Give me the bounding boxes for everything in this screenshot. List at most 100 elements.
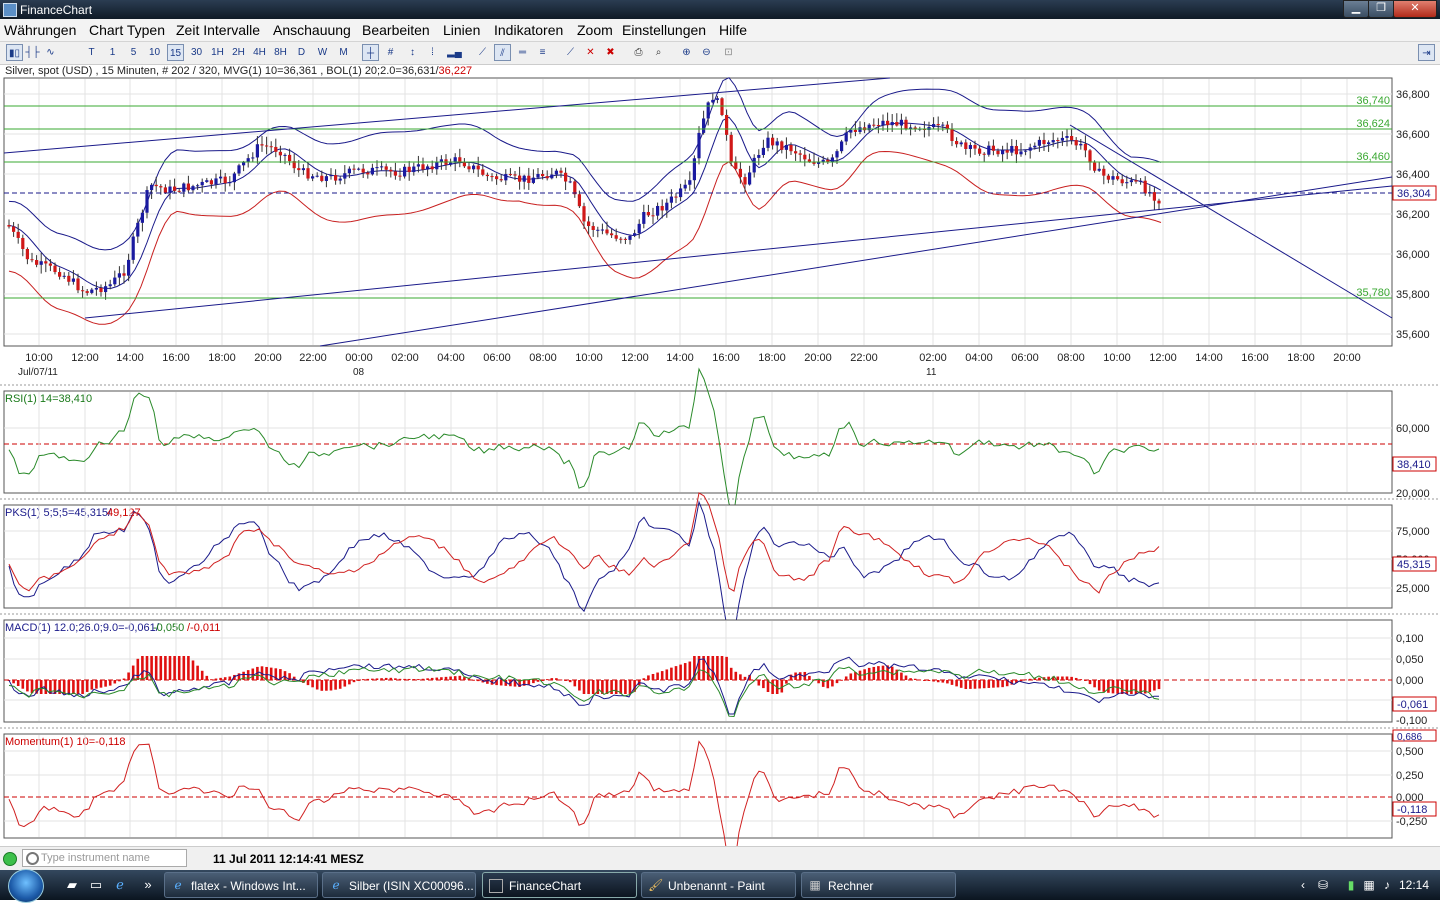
main-chart-frame[interactable] bbox=[3, 77, 1393, 347]
menu-zeit-intervalle[interactable]: Zeit Intervalle bbox=[176, 22, 261, 38]
indicator-values-icon[interactable]: ⁞ bbox=[431, 47, 434, 58]
candle-body bbox=[605, 229, 609, 234]
cursor-value-icon[interactable]: ↕ bbox=[410, 47, 415, 58]
interval-10-button[interactable]: 10 bbox=[148, 47, 161, 58]
interval-t-button[interactable]: T bbox=[88, 47, 95, 58]
interval-2h-button[interactable]: 2H bbox=[232, 47, 245, 58]
x-tick-label: 12:00 bbox=[621, 352, 649, 364]
trendline-lower-channel[interactable] bbox=[84, 185, 1393, 319]
menu-zoom[interactable]: Zoom bbox=[577, 22, 613, 38]
start-button[interactable] bbox=[8, 869, 44, 903]
zoom-reset-icon[interactable]: ⊡ bbox=[724, 47, 733, 58]
browser-icon[interactable]: ℯ bbox=[116, 877, 124, 892]
level-label-36460: 36,460 bbox=[1356, 151, 1390, 163]
task-paint[interactable]: 🖌 Unbenannt - Paint bbox=[641, 872, 796, 898]
volume-icon[interactable]: ♪ bbox=[1384, 878, 1390, 892]
macd-histogram-bar bbox=[757, 680, 761, 686]
macd-histogram-bar bbox=[628, 680, 632, 694]
menu-einstellungen[interactable]: Einstellungen bbox=[622, 22, 707, 38]
delete-icon[interactable]: ✕ bbox=[586, 47, 595, 58]
candle-body bbox=[16, 231, 20, 238]
macd-histogram-bar bbox=[1038, 677, 1041, 680]
macd-histogram-bar bbox=[85, 680, 89, 692]
candle-body bbox=[959, 142, 963, 145]
tray-expand-icon[interactable]: ‹ bbox=[1301, 878, 1305, 892]
desktop-icon[interactable]: ▭ bbox=[89, 877, 103, 892]
interval-8h-button[interactable]: 8H bbox=[274, 47, 287, 58]
candle-body bbox=[131, 236, 135, 260]
task-rechner[interactable]: ▦ Rechner bbox=[801, 872, 956, 898]
task-silber[interactable]: ℯ Silber (ISIN XC00096... bbox=[322, 872, 476, 898]
horizontal-line-icon[interactable]: ═ bbox=[518, 47, 527, 58]
task-flatex[interactable]: ℯ flatex - Windows Int... bbox=[164, 872, 318, 898]
trendline-icon[interactable]: ⟋ bbox=[479, 47, 486, 58]
macd-histogram-bar bbox=[743, 676, 747, 680]
panel-toggle-icon[interactable]: ⇥ bbox=[1418, 44, 1435, 61]
interval-15-button[interactable]: 15 bbox=[167, 44, 184, 61]
menu-hilfe[interactable]: Hilfe bbox=[719, 22, 748, 38]
rsi-panel-frame[interactable] bbox=[3, 390, 1393, 494]
candle-body bbox=[329, 175, 333, 177]
crosshair-icon[interactable]: ┼ bbox=[362, 44, 379, 61]
menu-bearbeiten[interactable]: Bearbeiten bbox=[362, 22, 430, 38]
delete-all-icon[interactable]: ✖ bbox=[606, 47, 615, 58]
zoom-in-icon[interactable]: ⊕ bbox=[682, 47, 691, 58]
close-button[interactable]: ✕ bbox=[1393, 0, 1437, 18]
macd-histogram-bar bbox=[610, 680, 613, 694]
instrument-search-input[interactable]: Type instrument name bbox=[22, 849, 187, 867]
macd-histogram-bar bbox=[578, 680, 581, 691]
line-chart-icon[interactable]: ∿ bbox=[46, 47, 55, 58]
x-tick-label: 06:00 bbox=[483, 352, 511, 364]
candle-body bbox=[1028, 147, 1032, 151]
pks-panel-frame[interactable] bbox=[3, 504, 1393, 609]
interval-1h-button[interactable]: 1H bbox=[211, 47, 224, 58]
network-icon[interactable]: ▦ bbox=[1363, 878, 1375, 892]
more-quicklaunch-icon[interactable]: » bbox=[144, 877, 152, 892]
delete-line-icon[interactable]: ⟋ bbox=[567, 47, 574, 58]
taskbar-clock[interactable]: 12:14 bbox=[1399, 878, 1430, 892]
pks-tick-75000: 75,000 bbox=[1396, 526, 1430, 538]
candle-body bbox=[177, 190, 181, 192]
task-financechart[interactable]: FinanceChart bbox=[482, 872, 637, 898]
interval-5-button[interactable]: 5 bbox=[130, 47, 137, 58]
volume-icon[interactable]: ▂▄ bbox=[447, 47, 462, 58]
battery-icon[interactable]: ▮ bbox=[1347, 878, 1355, 892]
interval-4h-button[interactable]: 4H bbox=[253, 47, 266, 58]
menu-chart-typen[interactable]: Chart Typen bbox=[89, 22, 166, 38]
candle-body bbox=[94, 287, 98, 290]
grid-icon[interactable]: # bbox=[387, 47, 394, 58]
candle-body bbox=[209, 180, 213, 185]
menu-indikatoren[interactable]: Indikatoren bbox=[494, 22, 564, 38]
folder-icon[interactable]: ▰ bbox=[67, 877, 77, 892]
rsi-tick-60000: 60,000 bbox=[1396, 423, 1430, 435]
interval-30-button[interactable]: 30 bbox=[190, 47, 203, 58]
interval-m-button[interactable]: M bbox=[339, 47, 348, 58]
candle-body bbox=[909, 127, 913, 130]
interval-1-button[interactable]: 1 bbox=[109, 47, 116, 58]
menu-waehrungen[interactable]: Währungen bbox=[4, 22, 77, 38]
candle-body bbox=[44, 261, 48, 264]
fibonacci-icon[interactable]: ≡ bbox=[539, 47, 546, 58]
interval-d-button[interactable]: D bbox=[297, 47, 306, 58]
menu-linien[interactable]: Linien bbox=[443, 22, 481, 38]
print-icon[interactable]: ⎙ bbox=[634, 47, 643, 58]
zoom-out-icon[interactable]: ⊖ bbox=[702, 47, 711, 58]
macd-histogram-bar bbox=[936, 680, 940, 683]
macd-histogram-bar bbox=[518, 680, 521, 687]
candle-body bbox=[301, 168, 305, 171]
candlestick-chart-icon[interactable]: ▮▯ bbox=[6, 44, 23, 61]
trendline-upper-channel[interactable] bbox=[3, 77, 891, 154]
chart-canvas[interactable]: 36,740 36,624 36,460 35,780 36,800 36,60… bbox=[0, 0, 1440, 846]
menu-anschauung[interactable]: Anschauung bbox=[273, 22, 351, 38]
channel-line-icon[interactable]: ⫽ bbox=[494, 44, 511, 61]
bar-chart-icon[interactable]: ┤├ bbox=[25, 47, 40, 58]
macd-histogram-bar bbox=[16, 680, 20, 687]
macd-histogram-bar bbox=[265, 666, 268, 680]
trendline-downtrend[interactable] bbox=[1069, 124, 1393, 319]
interval-w-button[interactable]: W bbox=[317, 47, 328, 58]
print-preview-icon[interactable]: ⌕ bbox=[655, 47, 662, 58]
trendline-support[interactable] bbox=[319, 176, 1393, 347]
network-drive-icon[interactable]: ⛁ bbox=[1317, 878, 1329, 892]
momentum-panel-frame[interactable] bbox=[3, 733, 1393, 839]
browser-icon: ℯ bbox=[332, 878, 340, 892]
